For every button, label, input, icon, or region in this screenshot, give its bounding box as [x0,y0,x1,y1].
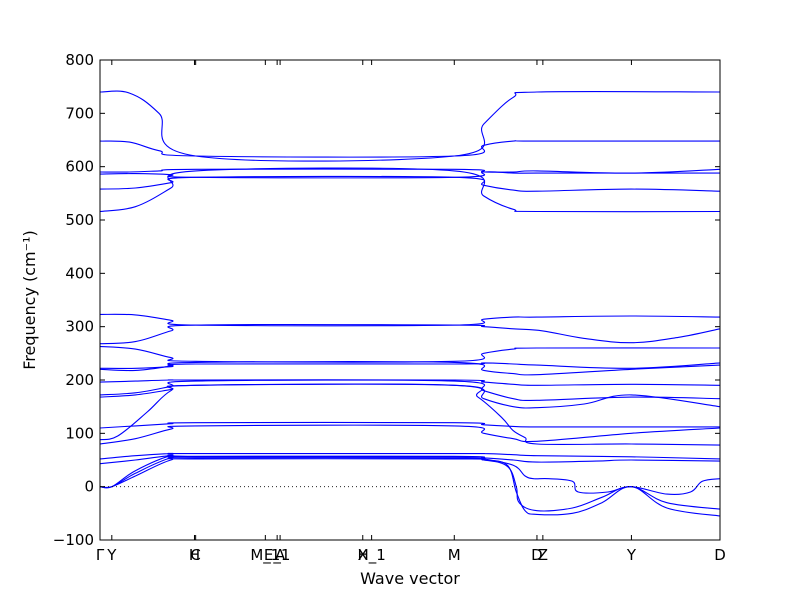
y-tick-label: 0 [84,478,94,496]
x-tick-label: Y [106,546,117,564]
y-tick-label: 400 [65,264,94,282]
branch-mid-7 [99,379,721,401]
branch-acoustic-1 [99,454,721,496]
x-axis-label: Wave vector [360,569,460,588]
y-tick-label: 700 [65,104,94,122]
branch-optic-6 [99,167,721,213]
branch-mid-6 [99,379,721,386]
x-tick-label: A [275,546,286,564]
x-tick-label: Z [538,546,548,564]
branch-mid-4 [99,362,721,369]
branch-acoustic-3 [99,457,721,517]
dispersion-branches [99,90,721,517]
branch-optic-4 [99,171,720,179]
branch-mid-2 [99,323,721,345]
y-tick-label: 300 [65,318,94,336]
branch-low-1 [99,421,720,429]
x-tick-label: E_1 [264,546,291,565]
y-tick-label: −100 [53,531,94,549]
branch-mid-8 [99,383,721,409]
branch-optic-2 [99,140,720,158]
branch-mid-5 [99,361,721,376]
x-tick-label: H [189,546,200,564]
y-tick-label: 100 [65,424,94,442]
branch-low-4 [99,452,721,460]
branch-mid-3 [99,345,721,363]
y-tick-label: 800 [65,51,94,69]
y-tick-label: 500 [65,211,94,229]
y-axis-ticks: −100 0 100 200 300 400 500 600 700 800 [53,51,720,549]
x-tick-label: X [358,546,368,564]
x-tick-label: M [448,546,461,564]
x-tick-label: Γ [96,546,105,564]
x-axis-ticks: Γ Y HC M_1E_1A XH_1 M DZ Y D [96,60,726,565]
x-tick-label: D [531,546,543,564]
x-tick-label: Y [626,546,637,564]
branch-optic-5 [99,175,721,192]
branch-optic-1 [99,90,721,162]
y-tick-label: 600 [65,158,94,176]
branch-mid-1 [99,313,721,327]
branch-low-3 [99,424,721,445]
plot-frame [99,59,721,541]
branch-low-2 [99,383,721,446]
x-tick-label: C [190,546,200,564]
y-tick-label: 200 [65,371,94,389]
branch-optic-3 [99,168,721,174]
x-tick-label: H_1 [357,546,385,565]
x-tick-label: M_1 [250,546,280,565]
y-axis-label: Frequency (cm⁻¹) [20,230,39,369]
x-tick-label: D [714,546,726,564]
branch-acoustic-2 [99,456,721,512]
